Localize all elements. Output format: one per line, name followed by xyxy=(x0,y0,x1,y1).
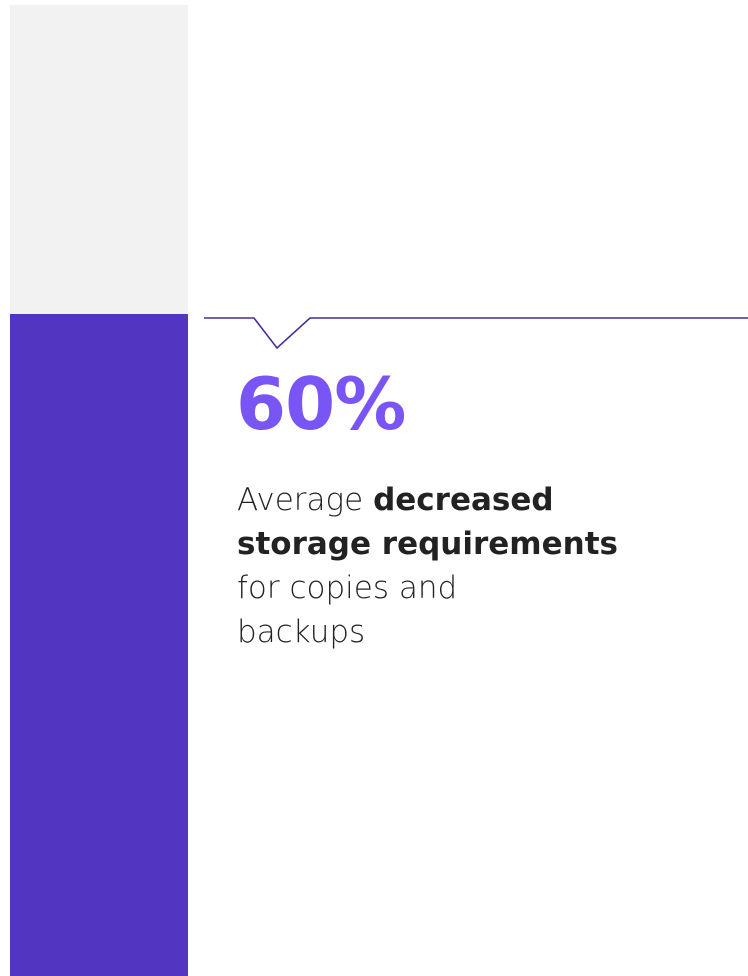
callout-pointer-line xyxy=(204,317,748,350)
description-bold-text: decreased xyxy=(373,482,554,518)
callout-pointer-stroke xyxy=(204,317,748,350)
sidebar-bar-light xyxy=(10,5,188,314)
description-line-4: backups xyxy=(237,614,366,650)
description-line-3: for copies and xyxy=(237,570,458,606)
stat-value: 60% xyxy=(236,362,406,446)
description-normal-text: Average xyxy=(237,482,374,518)
stat-description: Average decreased storage requirements f… xyxy=(237,478,717,654)
description-line-1: Average decreased xyxy=(237,478,717,522)
sidebar-bar-accent xyxy=(10,314,188,976)
description-line-2: storage requirements xyxy=(237,526,618,562)
